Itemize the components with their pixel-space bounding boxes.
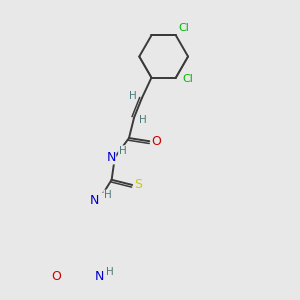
Text: N: N xyxy=(95,270,104,283)
Text: H: H xyxy=(104,190,112,200)
Text: H: H xyxy=(106,267,114,277)
Text: H: H xyxy=(139,115,147,125)
Text: N: N xyxy=(90,194,100,207)
Text: N: N xyxy=(106,151,116,164)
Text: O: O xyxy=(51,270,61,283)
Text: S: S xyxy=(135,178,142,191)
Text: Cl: Cl xyxy=(178,23,189,33)
Text: H: H xyxy=(119,146,126,156)
Text: H: H xyxy=(129,91,137,100)
Text: Cl: Cl xyxy=(182,74,193,84)
Text: O: O xyxy=(151,135,161,148)
